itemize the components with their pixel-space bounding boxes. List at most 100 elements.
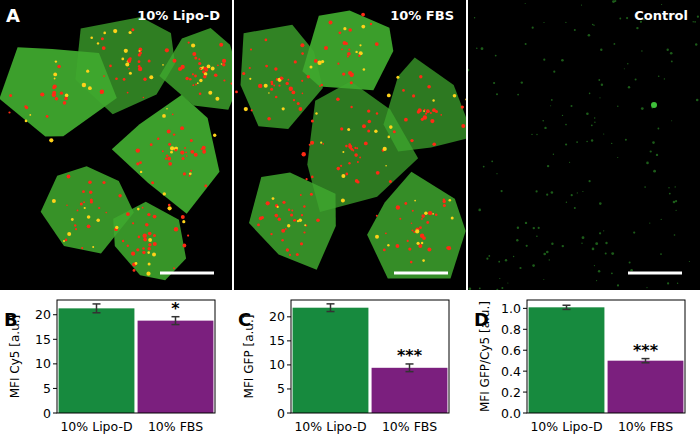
particle [223, 79, 225, 81]
particle [388, 136, 391, 139]
particle [168, 204, 171, 207]
category-label: 10% Lipo-D [60, 419, 132, 434]
speck [550, 105, 551, 106]
particle [192, 84, 194, 86]
particle [55, 97, 59, 101]
particle [361, 25, 365, 29]
particle [54, 78, 56, 80]
particle [203, 151, 206, 154]
speck [476, 47, 478, 49]
particle [357, 161, 359, 163]
speck [483, 166, 485, 168]
particle [29, 114, 31, 116]
y-tick-label: 1.0 [501, 301, 521, 316]
particle [185, 151, 187, 153]
speck [501, 287, 503, 289]
particle [152, 252, 156, 256]
figure: 10% Lipo-D10% FBSControlA10% Lipo-D10% F… [0, 0, 700, 438]
particle [265, 39, 268, 42]
speck [603, 230, 604, 231]
particle [163, 192, 166, 195]
particle [387, 244, 389, 246]
particle [297, 102, 300, 105]
y-tick-label: 0 [43, 406, 51, 421]
particle [148, 243, 151, 246]
error-bar [93, 304, 101, 313]
particle [304, 224, 306, 226]
particle [376, 215, 378, 217]
particle [345, 42, 348, 45]
particle [109, 65, 112, 68]
particle [264, 84, 268, 88]
speck [697, 16, 699, 18]
speck [551, 243, 553, 245]
particle [261, 216, 264, 219]
particle [195, 84, 197, 86]
speck [551, 99, 553, 101]
particle [67, 232, 71, 236]
speck [592, 24, 594, 26]
particle [364, 142, 368, 146]
particle [82, 190, 85, 193]
particle [63, 101, 67, 105]
speck [605, 242, 607, 244]
particle [180, 126, 184, 130]
particle [413, 231, 415, 233]
particle [306, 178, 308, 180]
speck [566, 202, 567, 203]
speck [601, 84, 603, 86]
error-bar [327, 304, 335, 312]
panel-label: A [6, 5, 20, 26]
particle [127, 245, 129, 247]
particle [122, 240, 124, 242]
speck [542, 120, 544, 122]
particle [105, 212, 107, 214]
particle [412, 230, 414, 232]
particle [249, 78, 251, 80]
y-tick [523, 329, 527, 330]
particle [375, 42, 379, 46]
speck [591, 124, 593, 126]
particle [421, 214, 425, 218]
bar [608, 361, 684, 413]
particle [311, 119, 314, 122]
speck [543, 253, 546, 256]
particle [166, 108, 168, 110]
particle [432, 213, 434, 215]
particle [427, 85, 431, 89]
particle [190, 170, 192, 172]
speck [651, 102, 657, 108]
error-cap [93, 303, 101, 305]
particle [191, 43, 195, 47]
particle [426, 109, 430, 113]
y-tick [53, 388, 57, 389]
error-bar [563, 305, 571, 309]
particle [351, 148, 354, 151]
particle [88, 86, 92, 90]
particle [138, 50, 140, 52]
particle [288, 79, 290, 81]
particle [426, 221, 429, 224]
speck [574, 207, 576, 209]
particle [282, 107, 285, 110]
particle [174, 147, 178, 151]
speck [544, 127, 546, 129]
particle [123, 78, 126, 81]
y-tick-label: 5 [277, 381, 285, 396]
particle [81, 247, 83, 249]
particle [410, 261, 413, 264]
category-label: 10% FBS [148, 419, 203, 434]
particle [288, 209, 290, 211]
speck [543, 279, 544, 280]
particle [301, 214, 303, 216]
speck [553, 71, 555, 73]
particle [190, 150, 194, 154]
particle [399, 218, 401, 220]
plot-frame [57, 300, 215, 413]
particle [115, 78, 118, 81]
speck [499, 278, 500, 279]
y-tick [287, 388, 291, 389]
particle [270, 233, 272, 235]
particle [136, 248, 139, 251]
particle [370, 23, 372, 25]
